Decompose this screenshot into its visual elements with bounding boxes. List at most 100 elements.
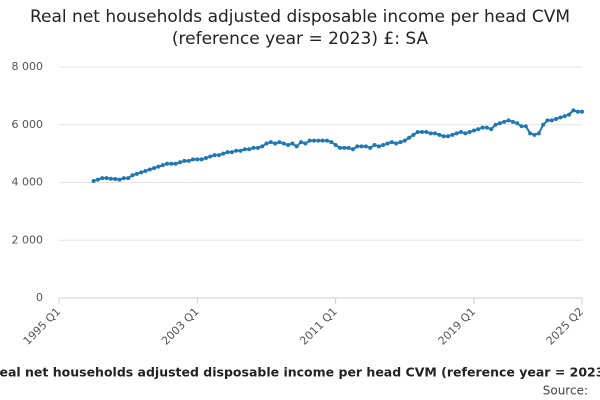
point [493, 122, 498, 127]
point [368, 145, 373, 150]
point [134, 171, 139, 176]
y-tick-label: 6 000 [12, 118, 44, 131]
point [268, 140, 273, 145]
x-tick-label: 2025 Q2 [544, 305, 587, 348]
point [575, 109, 580, 114]
point [428, 131, 433, 136]
point [312, 138, 317, 143]
y-tick-label: 0 [36, 291, 43, 304]
point [394, 141, 399, 146]
point [532, 132, 537, 137]
point [437, 132, 442, 137]
point [303, 141, 308, 146]
point [381, 142, 386, 147]
point [407, 135, 412, 140]
point [225, 150, 230, 155]
point [363, 144, 368, 149]
point [143, 168, 148, 173]
x-axis-label: Real net households adjusted disposable … [0, 365, 600, 380]
y-tick-label: 8 000 [12, 60, 44, 73]
point [441, 134, 446, 139]
point [424, 129, 429, 134]
point [545, 118, 550, 123]
point [489, 127, 494, 132]
point [147, 167, 152, 172]
point [567, 112, 572, 117]
point [433, 131, 438, 136]
point [208, 154, 213, 159]
point [528, 131, 533, 136]
point [108, 176, 113, 181]
point [355, 144, 360, 149]
point [467, 129, 472, 134]
point [329, 140, 334, 145]
point [234, 148, 239, 153]
point [121, 176, 126, 181]
point [484, 125, 489, 130]
point [337, 145, 342, 150]
point [126, 176, 131, 181]
point [251, 145, 256, 150]
point [580, 109, 584, 114]
point [299, 140, 304, 145]
point [247, 147, 252, 152]
point [242, 147, 247, 152]
point [160, 163, 165, 168]
point [402, 138, 407, 143]
point [169, 161, 174, 166]
point [558, 115, 563, 120]
point [307, 138, 312, 143]
point [562, 114, 567, 119]
point [139, 170, 144, 175]
point [286, 142, 291, 147]
point [454, 131, 459, 136]
point [199, 157, 204, 162]
point [549, 118, 554, 123]
point [221, 151, 226, 156]
point [290, 141, 295, 146]
point [480, 125, 485, 130]
point [385, 141, 390, 146]
point [376, 144, 381, 149]
point [152, 166, 157, 171]
point [571, 108, 576, 113]
source: Source: [543, 384, 588, 398]
point [117, 177, 122, 182]
point [346, 145, 351, 150]
point [190, 157, 195, 162]
point [476, 127, 481, 132]
point [281, 141, 286, 146]
point [113, 177, 118, 182]
point [165, 161, 170, 166]
point [359, 144, 364, 149]
point [182, 158, 187, 163]
point [130, 173, 135, 178]
point [411, 132, 416, 137]
point [178, 160, 183, 165]
point [333, 142, 338, 147]
x-tick-label: 1995 Q1 [21, 305, 64, 348]
point [216, 153, 221, 158]
point [264, 141, 269, 146]
point [273, 141, 278, 146]
point [195, 157, 200, 162]
point [260, 144, 265, 149]
point [415, 129, 420, 134]
point [554, 116, 559, 121]
point [497, 121, 502, 126]
point [255, 145, 260, 150]
point [212, 153, 217, 158]
point [502, 119, 507, 124]
y-tick-label: 2 000 [12, 233, 44, 246]
point [510, 119, 515, 124]
point [446, 134, 451, 139]
point [372, 142, 377, 147]
point [471, 128, 476, 133]
point [100, 176, 105, 181]
point [458, 129, 463, 134]
point [156, 164, 161, 169]
point [541, 122, 546, 127]
point [294, 144, 299, 149]
